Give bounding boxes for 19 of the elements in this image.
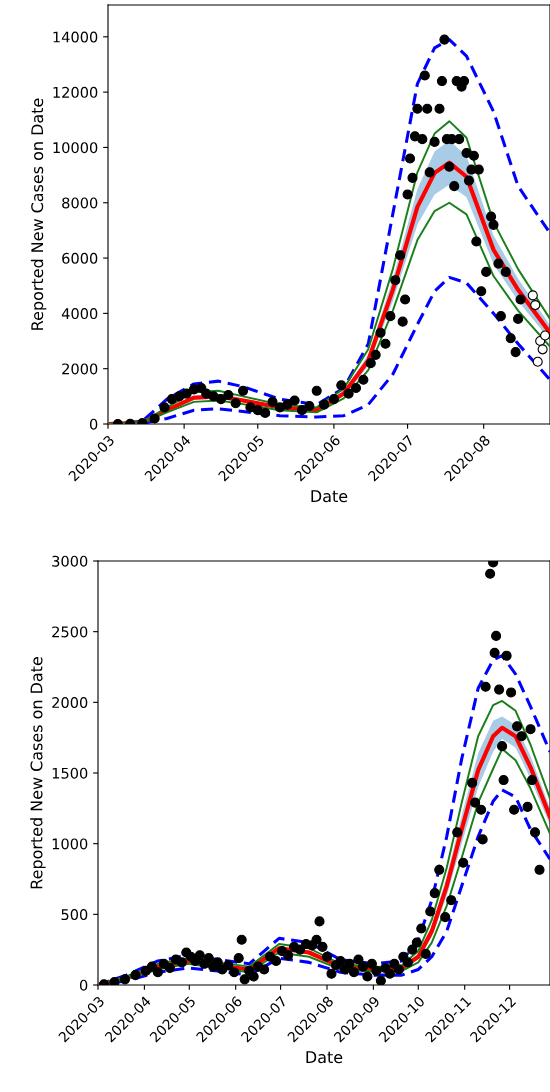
x-axis-title: Date [311, 490, 348, 503]
y-tick-label: 8000 [62, 197, 98, 209]
y-tick-label: 12000 [53, 86, 98, 98]
y-tick-label: 0 [79, 979, 88, 991]
y-tick-label: 10000 [53, 142, 98, 154]
y-tick-label: 3000 [52, 555, 88, 567]
y-axis-title: Reported New Cases on Date [30, 98, 47, 330]
y-tick-label: 2000 [52, 697, 88, 709]
y-axis-title: Reported New Cases on Date [30, 657, 46, 889]
y-tick-label: 2000 [62, 363, 98, 375]
y-tick-label: 0 [89, 418, 98, 430]
y-tick-label: 4000 [61, 308, 98, 320]
y-tick-label: 6000 [62, 252, 98, 264]
y-tick-label: 1500 [52, 767, 88, 779]
y-tick-label: 14000 [53, 31, 98, 43]
y-tick-label: 2500 [52, 626, 88, 638]
y-tick-label: 1000 [52, 838, 88, 850]
y-tick-label: 500 [61, 909, 88, 921]
x-axis-title: Date [306, 1051, 343, 1064]
